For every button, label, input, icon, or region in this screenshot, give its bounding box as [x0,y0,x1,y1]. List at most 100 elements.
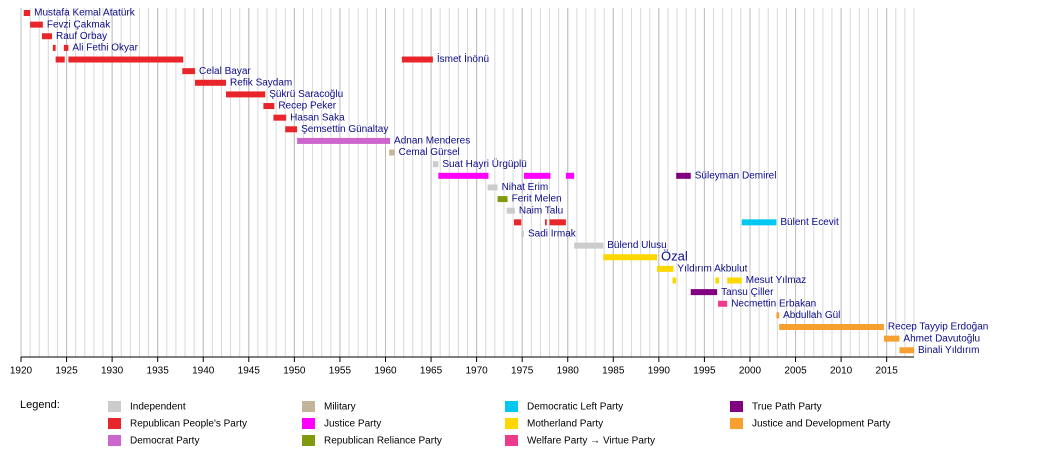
term-bar [52,44,56,51]
legend-label: True Path Party [752,402,822,413]
legend-swatch [108,401,121,412]
term-bar [565,172,575,179]
term-bar [657,265,674,272]
term-bar [263,103,275,110]
term-bar [523,172,551,179]
pm-label: Bülend Ulusu [607,240,666,251]
term-bar [285,126,298,133]
x-tick-label: 1965 [420,366,443,377]
term-bar [718,300,728,307]
term-bar [741,219,777,226]
pm-label: Nihat Erim [502,182,549,193]
x-tick-label: 2005 [784,366,807,377]
x-tick-label: 1970 [465,366,488,377]
legend-title: Legend: [20,399,60,411]
legend-label: Independent [130,402,186,413]
x-tick-label: 1975 [511,366,534,377]
term-bar [432,161,439,168]
x-tick-label: 1935 [147,366,170,377]
legend-label: Justice and Development Party [752,419,890,430]
pm-label: Abdullah Gül [783,310,840,321]
legend-label: Motherland Party [527,419,603,430]
term-bar [487,184,498,191]
pm-label: Fevzi Çakmak [47,19,111,30]
legend-label: Republican People's Party [130,419,247,430]
term-bar [438,172,489,179]
pm-label: Ahmet Davutoğlu [903,333,980,344]
x-tick-label: 2010 [830,366,853,377]
legend-label: Republican Reliance Party [324,436,442,447]
x-tick-label: 1960 [374,366,397,377]
x-tick-label: 1920 [10,366,33,377]
x-tick-label: 1945 [238,366,261,377]
pm-label: Celal Bayar [199,66,251,77]
x-tick-label: 2015 [876,366,899,377]
pm-label: Mesut Yılmaz [746,275,806,286]
pm-label: Adnan Menderes [394,136,470,147]
pm-label: Özal [661,249,688,264]
term-bar [672,277,677,284]
legend-swatch [730,401,743,412]
term-bar [30,21,43,28]
pm-label: Rauf Orbay [56,31,107,42]
legend-label: Welfare Party → Virtue Party [527,436,655,447]
pm-label: Bülent Ecevit [780,217,839,228]
legend-swatch [302,435,315,446]
pm-label: Mustafa Kemal Atatürk [34,8,136,19]
term-bar [603,254,658,261]
term-bar [182,68,196,75]
pm-label: Sadi Irmak [528,229,577,240]
term-bar [55,56,65,63]
term-bar [497,196,508,203]
legend-swatch [505,418,518,429]
pm-label: Tansu Çiller [721,287,774,298]
legend-label: Democrat Party [130,436,199,447]
pm-label: İsmet İnönü [437,52,489,65]
legend-swatch [108,418,121,429]
term-bar [676,172,691,179]
legend-swatch [505,401,518,412]
pm-label: Naim Talu [519,205,563,216]
legend-swatch [505,435,518,446]
term-bar [195,79,227,86]
term-bar [41,33,52,40]
term-bar [883,335,900,342]
term-bar [23,10,31,16]
legend-swatch [108,435,121,446]
legend-label: Justice Party [324,419,381,430]
x-tick-label: 2000 [739,366,762,377]
term-bar [297,137,391,144]
pm-label: Ali Fethi Okyar [72,43,138,54]
legend-swatch [302,418,315,429]
x-tick-label: 1940 [192,366,215,377]
legend-swatch [302,401,315,412]
legend-swatch [730,418,743,429]
term-bar [63,44,69,51]
pm-label: Cemal Gürsel [399,147,460,158]
term-bar [727,277,742,284]
term-bar [401,56,433,63]
legend-label: Democratic Left Party [527,402,623,413]
term-bar [513,219,522,226]
term-bar [776,312,780,319]
x-tick-label: 1950 [283,366,306,377]
term-bar [273,114,287,121]
pm-label: Süleyman Demirel [695,170,777,181]
pm-label: Şemsettin Günaltay [301,124,388,135]
pm-label: Ferit Melen [512,194,562,205]
pm-label: Suat Hayri Ürgüplü [442,158,526,170]
x-tick-label: 1990 [648,366,671,377]
legend-label: Military [324,402,356,413]
pm-label: Hasan Saka [290,112,345,123]
term-bar [899,347,914,354]
pm-label: Recep Tayyip Erdoğan [888,322,988,333]
pm-label: Recep Peker [278,101,336,112]
x-tick-label: 1980 [557,366,580,377]
pm-label: Şükrü Saracoğlu [269,89,343,100]
x-tick-label: 1925 [55,366,78,377]
term-bar [506,207,515,214]
term-bar [68,56,184,63]
pm-label: Yıldırım Akbulut [677,264,747,275]
pm-label: Refik Saydam [230,77,292,88]
